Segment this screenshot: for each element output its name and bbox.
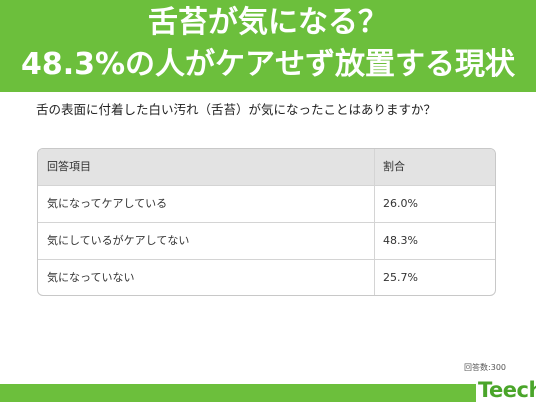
answer-percentage: 48.3% [383,234,418,247]
header-percentage: 割合 [383,160,405,173]
table-header-row: 回答項目 割合 [38,149,495,186]
table-row: 気にしているがケアしてない 48.3% [38,223,495,260]
answer-label: 気にしているがケアしてない [47,234,190,247]
logo-background [476,378,536,402]
table-row: 気になってケアしている 26.0% [38,186,495,223]
table-row: 気になっていない 25.7% [38,260,495,295]
footer-bar [0,384,536,402]
answer-label: 気になってケアしている [47,197,168,210]
brand-logo: Teech [478,378,536,402]
title-line-1: 舌苔が気になる？ [148,5,388,40]
respondent-count: 回答数:300 [464,363,506,372]
answer-label: 気になっていない [47,271,135,284]
results-table: 回答項目 割合 気になってケアしている 26.0% 気にしているがケアしてない … [37,148,496,296]
title-line-2: 48.3%の人がケアせず放置する現状 [20,47,516,82]
survey-question: 舌の表面に付着した白い汚れ（舌苔）が気になったことはありますか？ [36,102,437,117]
title-banner: 舌苔が気になる？ 48.3%の人がケアせず放置する現状 [0,0,536,92]
header-answer-item: 回答項目 [47,160,91,173]
column-divider [374,149,375,295]
answer-percentage: 25.7% [383,271,418,284]
answer-percentage: 26.0% [383,197,418,210]
